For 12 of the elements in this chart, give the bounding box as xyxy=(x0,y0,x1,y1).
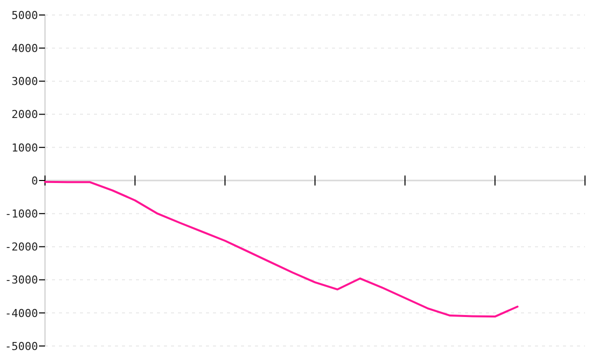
y-tick-label: -3000 xyxy=(4,274,38,287)
y-tick-label: -5000 xyxy=(4,340,38,353)
y-tick-label: -4000 xyxy=(4,306,38,320)
y-tick-label: 5000 xyxy=(12,8,38,22)
y-tick-label: -2000 xyxy=(4,240,38,254)
y-tick-label: -1000 xyxy=(4,207,38,220)
y-tick-label: 1000 xyxy=(12,141,38,154)
y-tick-label: 0 xyxy=(31,174,38,188)
y-tick-label: 4000 xyxy=(12,42,38,55)
y-tick-label: 3000 xyxy=(12,75,38,88)
line-series xyxy=(44,180,518,318)
y-tick-label: 2000 xyxy=(12,108,38,122)
